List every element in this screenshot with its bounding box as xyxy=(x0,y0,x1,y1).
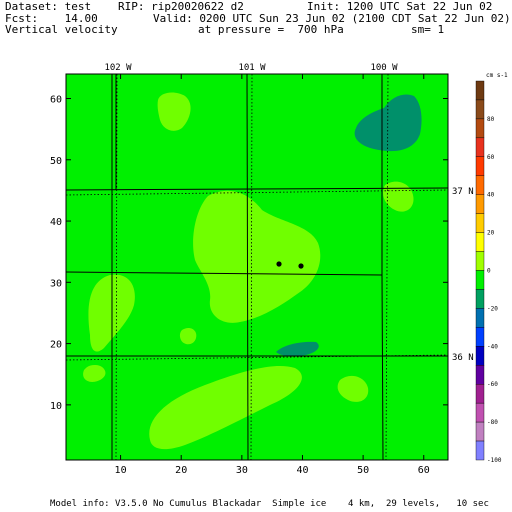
x-axis: 10 20 30 40 50 60 xyxy=(115,74,430,476)
colorbar-swatch xyxy=(475,80,485,101)
y-tick-label: 40 xyxy=(50,217,62,228)
init-label: Init: 1200 UTC Sat 22 Jun 02 xyxy=(307,0,493,13)
dataset-label: Dataset: test xyxy=(5,0,92,13)
fcst-label: Fcst: 14.00 xyxy=(5,12,98,25)
state-borders xyxy=(66,74,448,460)
y-tick-label: 10 xyxy=(50,401,62,412)
light-green-region xyxy=(337,375,369,402)
colorbar-label: 20 xyxy=(487,230,495,237)
colorbar-label: 80 xyxy=(487,116,495,123)
colorbar-label: -100 xyxy=(487,457,502,464)
contour-field xyxy=(66,74,448,460)
pressure-label: at pressure = 700 hPa xyxy=(198,23,344,36)
colorbar-swatch xyxy=(475,251,485,271)
y-tick-label: 20 xyxy=(50,340,62,351)
colorbar-swatch xyxy=(475,156,485,176)
colorbar-swatch xyxy=(475,346,485,366)
colorbar-label: 40 xyxy=(487,192,495,199)
colorbar-swatch xyxy=(475,365,485,385)
plot-frame xyxy=(65,73,449,461)
colorbar-swatch xyxy=(475,118,485,139)
y-tick-label: 50 xyxy=(50,156,62,167)
graticule xyxy=(66,74,448,460)
light-green-region xyxy=(149,365,302,450)
latitude-label-36n: 36 N xyxy=(452,353,474,363)
light-green-region xyxy=(157,92,191,131)
x-tick-label: 60 xyxy=(418,465,430,476)
field-label: Vertical velocity xyxy=(5,23,118,36)
colorbar-label: -40 xyxy=(487,343,498,350)
longitude-label-100w: 100 W xyxy=(370,63,398,73)
colorbar-swatch xyxy=(475,440,485,461)
colorbar-label: -20 xyxy=(487,305,498,312)
station-marker xyxy=(276,261,282,267)
colorbar-label: 60 xyxy=(487,154,495,161)
colorbar-swatch xyxy=(475,289,485,309)
colorbar-swatch xyxy=(475,175,485,195)
light-green-region xyxy=(383,181,414,212)
colorbar-swatch xyxy=(475,402,485,423)
x-tick-label: 40 xyxy=(296,465,308,476)
y-tick-label: 30 xyxy=(50,278,62,289)
teal-region xyxy=(354,94,422,152)
colorbar-swatch xyxy=(475,232,485,252)
light-green-region xyxy=(193,190,321,323)
colorbar-swatch xyxy=(475,213,485,233)
valid-label: Valid: 0200 UTC Sun 23 Jun 02 (2100 CDT … xyxy=(153,12,511,25)
colorbar-swatch xyxy=(475,384,485,404)
light-green-region xyxy=(83,365,106,382)
colorbar-label: -60 xyxy=(487,381,498,388)
rip-label: RIP: rip20020622 d2 xyxy=(118,0,244,13)
x-tick-label: 20 xyxy=(175,465,187,476)
longitude-label-101w: 101 W xyxy=(238,63,266,73)
colorbar-swatch xyxy=(475,99,485,120)
light-green-region xyxy=(179,327,197,345)
colorbar-swatch xyxy=(475,421,485,442)
y-tick-label: 60 xyxy=(50,95,62,106)
teal-region xyxy=(276,341,319,357)
colorbar-swatch xyxy=(475,327,485,347)
station-marker xyxy=(298,263,304,269)
colorbar-unit: cm s-1 xyxy=(486,72,508,79)
y-axis: 10 20 30 40 50 60 xyxy=(50,95,448,412)
model-info: Model info: V3.5.0 No Cumulus Blackadar … xyxy=(50,499,489,509)
latitude-label-37n: 37 N xyxy=(452,187,474,197)
x-tick-label: 10 xyxy=(115,465,127,476)
colorbar-label: 0 xyxy=(487,268,491,275)
colorbar-label: -80 xyxy=(487,419,498,426)
colorbar-swatch xyxy=(475,308,485,328)
x-tick-label: 30 xyxy=(236,465,248,476)
colorbar-swatch xyxy=(475,194,485,214)
longitude-label-102w: 102 W xyxy=(104,63,132,73)
colorbar: 80 60 40 20 0 -20 -40 -60 -80 -100 xyxy=(475,80,502,464)
x-tick-label: 50 xyxy=(357,465,369,476)
colorbar-swatch xyxy=(475,137,485,158)
colorbar-swatch xyxy=(475,270,485,290)
smooth-label: sm= 1 xyxy=(411,23,445,36)
